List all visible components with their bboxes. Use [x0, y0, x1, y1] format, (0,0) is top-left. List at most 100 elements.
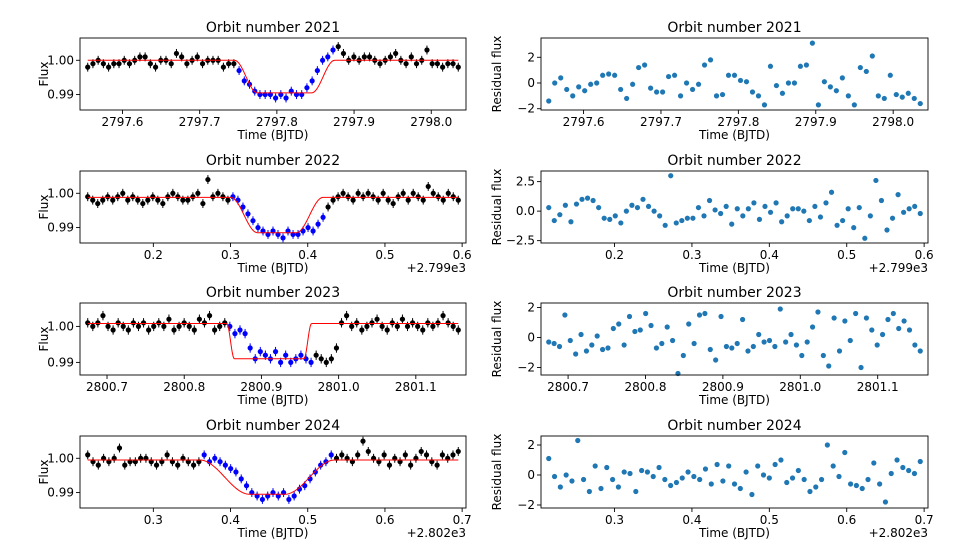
flux-point: [199, 61, 206, 67]
residual-point: [761, 102, 768, 108]
flux-point: [173, 50, 180, 57]
model-curve: [87, 196, 459, 234]
residual-point: [783, 339, 789, 345]
flux-point: [190, 462, 197, 468]
residual-points: [546, 40, 923, 108]
residual-point: [630, 81, 636, 87]
residual-point: [878, 197, 885, 204]
residual-point: [762, 203, 768, 210]
flux-point: [365, 448, 371, 455]
residual-point: [706, 197, 713, 204]
residual-point: [820, 352, 826, 359]
flux-point: [120, 190, 126, 196]
flux-point: [385, 197, 391, 203]
x-tick-label: 0.7: [453, 513, 472, 527]
residual-point: [766, 475, 772, 481]
residual-point: [719, 91, 726, 98]
residual-point: [562, 312, 568, 318]
x-tick-label: 2800.7: [547, 380, 589, 394]
flux-point: [206, 313, 213, 319]
flux-point: [319, 57, 326, 63]
y-axis-label: Residual flux: [490, 434, 504, 511]
residual-point: [807, 488, 813, 495]
flux-point: [140, 200, 146, 207]
flux-point: [147, 61, 153, 67]
residual-point: [612, 213, 618, 219]
residual-point: [745, 348, 751, 354]
x-tick-label: 2797.9: [795, 115, 837, 129]
residual-point: [657, 213, 663, 219]
flux-point: [445, 320, 451, 326]
residual-point: [556, 343, 563, 350]
residual-point: [576, 84, 582, 90]
residual-point: [824, 442, 830, 448]
y-tick-label: −2: [517, 361, 535, 375]
flux-point: [349, 323, 355, 329]
residual-point: [853, 310, 859, 317]
residual-point: [772, 343, 778, 350]
residual-point: [606, 71, 612, 77]
x-tick-label: 2801.1: [857, 380, 899, 394]
residual-point: [826, 363, 832, 369]
residual-point: [579, 196, 585, 202]
flux-point: [152, 64, 159, 70]
flux-point: [195, 190, 201, 196]
residual-point: [640, 196, 646, 202]
residual-point: [871, 460, 877, 466]
residual-point: [691, 473, 697, 480]
y-tick-label: 2: [527, 301, 535, 315]
axes-frame: [79, 37, 467, 111]
residual-point: [551, 473, 558, 480]
residual-point: [830, 463, 836, 469]
residual-points: [546, 306, 923, 377]
residual-point: [707, 346, 713, 353]
residual-point: [767, 63, 774, 69]
subplot-3: Orbit number 2022 0.2 0.3 0.4 0.5 0.6 0.99 1.00…: [37, 153, 472, 275]
residual-point: [650, 473, 656, 480]
residual-point: [639, 467, 645, 474]
residual-point: [799, 352, 805, 359]
flux-point: [164, 452, 170, 458]
residual-point: [590, 197, 596, 204]
flux-point: [415, 323, 421, 329]
flux-point: [335, 43, 341, 50]
residual-point: [851, 102, 857, 108]
flux-point: [370, 194, 376, 200]
residual-point: [671, 72, 678, 78]
residual-point: [701, 213, 707, 219]
flux-point: [175, 194, 181, 200]
flux-point: [288, 359, 294, 365]
residual-point: [679, 475, 685, 481]
flux-point: [200, 200, 206, 207]
residual-point: [662, 476, 668, 483]
x-axis-label: Time (BJTD): [237, 393, 309, 407]
y-axis-label: Flux: [37, 460, 51, 485]
residual-point: [568, 219, 574, 225]
residual-point: [680, 352, 686, 359]
flux-point: [340, 190, 346, 196]
flux-points: [85, 436, 461, 504]
y-tick-label: 0: [527, 76, 535, 90]
residual-point: [623, 208, 629, 214]
flux-point: [205, 176, 211, 183]
y-axis-label: Flux: [37, 195, 51, 220]
residual-point: [790, 206, 796, 212]
flux-point: [302, 483, 308, 489]
residual-point: [669, 337, 676, 344]
flux-point: [344, 313, 350, 319]
flux-point: [115, 320, 121, 326]
flux-point: [384, 327, 390, 333]
residual-point: [684, 215, 690, 221]
residual-point: [690, 215, 696, 221]
residual-point: [779, 90, 786, 96]
residual-point: [867, 213, 873, 219]
flux-point: [330, 47, 336, 53]
model-curve: [87, 323, 459, 360]
flux-point: [273, 95, 279, 101]
flux-point: [434, 61, 441, 67]
flux-point: [313, 352, 319, 358]
residual-point: [659, 340, 665, 347]
residual-point: [869, 327, 875, 333]
residual-point: [905, 90, 911, 96]
flux-point: [364, 323, 370, 329]
